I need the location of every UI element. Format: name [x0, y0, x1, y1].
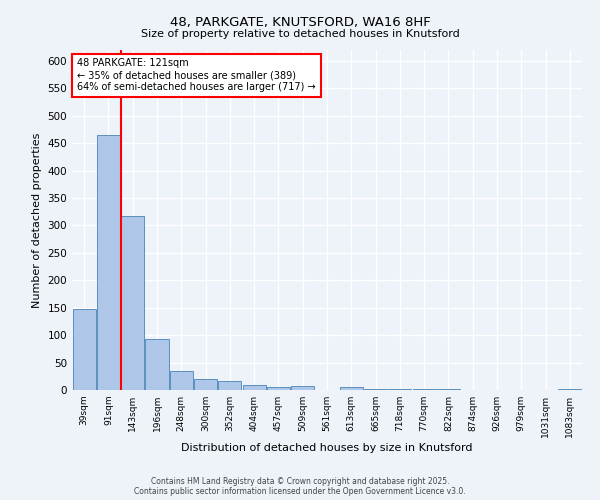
Bar — [73, 309, 95, 390]
Text: 48 PARKGATE: 121sqm
← 35% of detached houses are smaller (389)
64% of semi-detac: 48 PARKGATE: 121sqm ← 35% of detached ho… — [77, 58, 316, 92]
Y-axis label: Number of detached properties: Number of detached properties — [32, 132, 42, 308]
Text: Size of property relative to detached houses in Knutsford: Size of property relative to detached ho… — [140, 29, 460, 39]
Bar — [291, 386, 314, 390]
X-axis label: Distribution of detached houses by size in Knutsford: Distribution of detached houses by size … — [181, 442, 473, 452]
Bar — [145, 339, 169, 390]
Text: Contains HM Land Registry data © Crown copyright and database right 2025.
Contai: Contains HM Land Registry data © Crown c… — [134, 476, 466, 496]
Bar — [121, 216, 144, 390]
Bar — [267, 388, 290, 390]
Text: 48, PARKGATE, KNUTSFORD, WA16 8HF: 48, PARKGATE, KNUTSFORD, WA16 8HF — [170, 16, 430, 29]
Bar — [364, 389, 387, 390]
Bar — [97, 135, 120, 390]
Bar — [194, 379, 217, 390]
Bar — [170, 371, 193, 390]
Bar — [340, 388, 363, 390]
Bar — [242, 384, 266, 390]
Bar — [218, 380, 241, 390]
